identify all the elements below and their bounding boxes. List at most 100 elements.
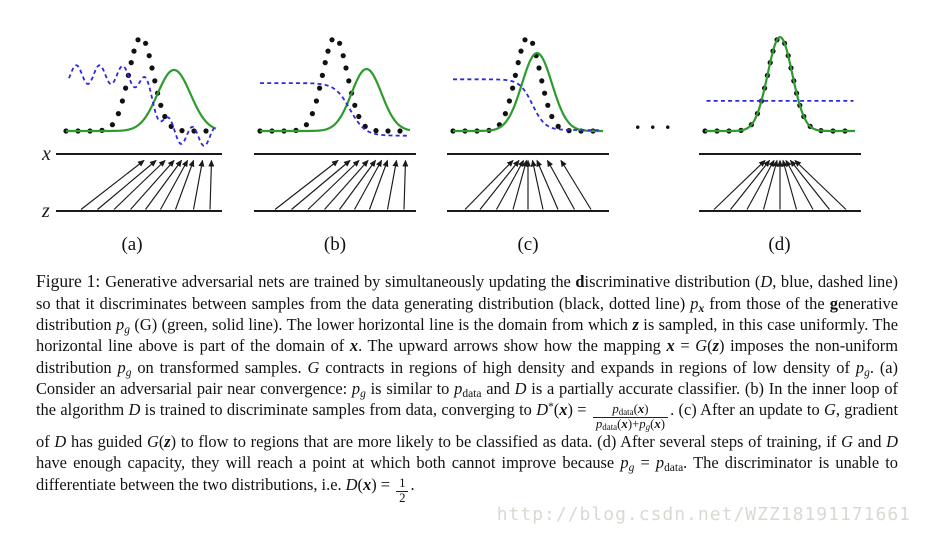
- panel-d-diagram: [698, 35, 861, 212]
- caption-text-segment: data: [602, 421, 618, 432]
- caption-text-segment: has guided: [66, 432, 147, 452]
- panel-c: (c): [442, 13, 614, 256]
- caption-text-segment: )+: [627, 416, 640, 431]
- panel-a-label: (a): [121, 234, 143, 255]
- panel-d-label: (d): [768, 234, 791, 255]
- caption-text-segment: G: [307, 357, 320, 377]
- caption-text-segment: g: [124, 323, 130, 336]
- caption-text-segment: G: [841, 432, 853, 452]
- caption-text-segment: p: [116, 315, 125, 335]
- caption-text-segment: (: [357, 474, 363, 494]
- caption-text-segment: D: [54, 432, 67, 452]
- caption-text-segment: z: [712, 336, 719, 356]
- mapping-arrow: [291, 159, 351, 210]
- caption-text-segment: on transformed samples.: [131, 357, 308, 377]
- mapping-arrows-group: [464, 159, 592, 210]
- caption-text-segment: *: [548, 401, 554, 414]
- ellipsis-separator: . . .: [635, 109, 673, 134]
- caption-text-segment: x: [349, 336, 359, 356]
- caption-text-segment: and: [481, 379, 515, 399]
- mapping-arrow: [130, 159, 175, 210]
- caption-text-segment: data: [664, 462, 684, 475]
- caption-text-segment: =: [634, 453, 656, 473]
- panel-c-label: (c): [517, 234, 539, 255]
- caption-text-segment: 2: [399, 490, 406, 505]
- generator-distribution-curve: [704, 35, 855, 133]
- caption-text-segment: is sampled, in this case uniformly. The …: [36, 315, 898, 356]
- panel-c-diagram: [447, 37, 609, 212]
- caption-text-segment: ) =: [567, 400, 591, 420]
- caption-text-segment: (: [650, 416, 655, 431]
- mapping-arrow: [80, 159, 145, 210]
- mapping-arrow: [307, 159, 360, 210]
- caption-text-segment: is similar to: [365, 379, 455, 399]
- caption-text-segment: p: [620, 453, 629, 473]
- mapping-arrow: [729, 159, 770, 210]
- watermark-url: http://blog.csdn.net/WZZ18191171661: [496, 504, 911, 525]
- inline-fraction: pdata(x) pdata(x)+pg(x): [592, 402, 669, 432]
- mapping-arrow: [713, 159, 766, 210]
- caption-text-segment: (: [617, 416, 622, 431]
- mapping-arrow: [159, 159, 189, 210]
- caption-text-segment: g: [125, 366, 132, 379]
- caption-text-segment: D: [128, 400, 141, 420]
- mapping-arrow: [402, 159, 409, 210]
- mapping-arrow: [560, 159, 592, 210]
- caption-text-segment: , gradient of: [36, 400, 899, 452]
- caption-text-segment: p: [612, 402, 619, 417]
- caption-text-segment: ): [660, 416, 666, 431]
- mapping-arrow: [495, 159, 525, 210]
- caption-text-segment: p: [454, 379, 463, 399]
- mapping-arrow: [789, 159, 830, 210]
- caption-text-segment: (: [553, 400, 560, 420]
- caption-text-segment: x: [621, 416, 628, 431]
- caption-text-segment: =: [674, 336, 696, 356]
- caption-text-segment: 1: [399, 476, 406, 491]
- mapping-arrow: [530, 159, 544, 210]
- mapping-arrows-group: [713, 159, 846, 210]
- mapping-arrow: [386, 159, 399, 210]
- caption-text-segment: ) imposes the non-uniform distribution: [36, 336, 898, 377]
- generator-distribution-curve: [453, 51, 603, 133]
- caption-text-segment: Figure 1:: [36, 271, 106, 291]
- mapping-arrows-group: [80, 159, 215, 210]
- discriminator-distribution-curve: [453, 78, 602, 131]
- caption-text-segment: from those of the: [704, 293, 830, 313]
- mapping-arrow: [512, 159, 528, 210]
- mapping-arrow: [208, 159, 215, 210]
- caption-text-segment: (: [158, 432, 165, 452]
- caption-text-segment: have enough capacity, they will reach a …: [36, 453, 621, 473]
- caption-text-segment: p: [639, 416, 646, 431]
- caption-text-segment: . (a) Consider an adversarial pair near …: [36, 357, 899, 399]
- caption-text-segment: g: [864, 366, 870, 379]
- mapping-arrow: [174, 159, 195, 210]
- caption-text-segment: Generative adversarial nets are trained …: [105, 272, 576, 291]
- mapping-arrow: [324, 159, 369, 210]
- caption-text-segment: D: [514, 379, 527, 399]
- mapping-arrow: [479, 159, 520, 210]
- caption-text-segment: G: [824, 400, 836, 420]
- discriminator-distribution-curve: [68, 64, 215, 147]
- caption-text-segment: is trained to discriminate samples from …: [140, 400, 537, 420]
- caption-text-segment: data: [618, 407, 634, 418]
- mapping-arrow: [745, 159, 775, 210]
- z-axis-label: z: [41, 200, 50, 222]
- caption-text-segment: p: [690, 293, 699, 313]
- caption-text-segment: . (c) After an update to: [670, 400, 825, 420]
- caption-text-segment: (G) (green, solid line). The lower horiz…: [129, 315, 633, 335]
- data-distribution-dots: [257, 37, 403, 134]
- caption-text-segment: D: [536, 400, 549, 420]
- caption-text-segment: p: [351, 379, 361, 399]
- figure-caption: Figure 1: Generative adversarial nets ar…: [36, 270, 898, 506]
- caption-text-segment: D: [760, 272, 773, 291]
- caption-text-segment: p: [855, 357, 865, 377]
- caption-text-segment: D: [345, 474, 358, 494]
- generator-distribution-curve: [66, 68, 217, 133]
- caption-text-segment: . The upward arrows show how the mapping: [358, 336, 667, 356]
- caption-text-segment: g: [829, 293, 838, 313]
- caption-text-segment: z: [164, 432, 171, 452]
- caption-text-segment: g: [360, 387, 366, 400]
- mapping-arrow: [762, 159, 778, 210]
